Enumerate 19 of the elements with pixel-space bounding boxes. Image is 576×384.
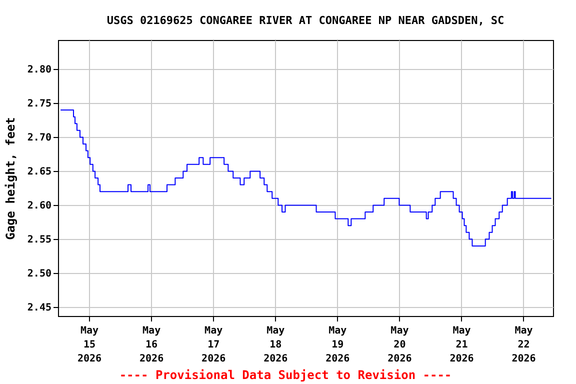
x-tick-label: May 20 2026: [388, 326, 412, 364]
y-tick-label: 2.70: [27, 132, 52, 144]
x-tick-label: May 22 2026: [512, 326, 536, 364]
text: ---- Provisional Data Subject to Revision ----: [119, 368, 452, 382]
y-axis-title: Gage height, feet: [3, 117, 18, 240]
chart-title: USGS 02169625 CONGAREE RIVER AT CONGAREE NP NEAR GADSDEN, SC: [106, 14, 504, 27]
y-tick-label: 2.50: [27, 268, 52, 280]
y-tick-label: 2.45: [27, 302, 52, 314]
y-tick-label: 2.55: [27, 234, 52, 246]
x-tick-label: May 21 2026: [450, 326, 474, 364]
x-tick-label: May 16 2026: [140, 326, 164, 364]
y-tick-label: 2.65: [27, 166, 52, 178]
x-tick-label: May 17 2026: [202, 326, 226, 364]
y-tick-label: 2.75: [27, 98, 52, 110]
y-tick-label: 2.60: [27, 200, 52, 212]
x-tick-label: May 18 2026: [264, 326, 288, 364]
x-tick-label: May 15 2026: [77, 326, 102, 364]
y-tick-label: 2.80: [27, 64, 52, 76]
x-tick-label: May 19 2026: [326, 326, 350, 364]
